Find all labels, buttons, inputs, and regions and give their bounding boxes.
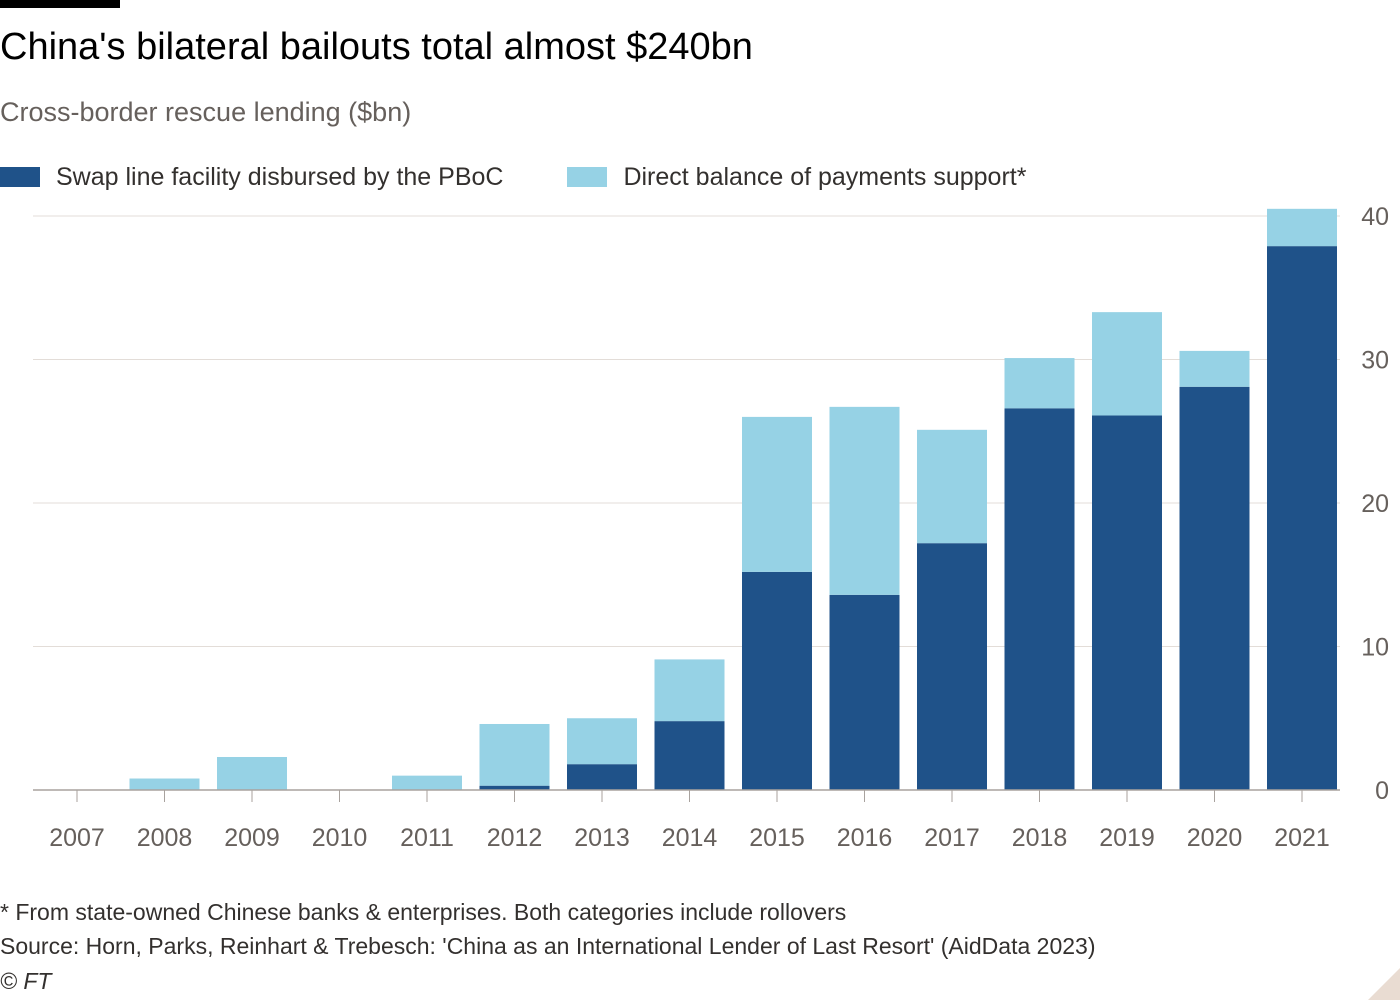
bar-direct-2018 — [1004, 358, 1075, 409]
legend-item-swap: Swap line facility disbursed by the PBoC — [0, 163, 503, 192]
source-note: Source: Horn, Parks, Reinhart & Trebesch… — [0, 933, 1096, 959]
chart-title: China's bilateral bailouts total almost … — [0, 26, 753, 68]
x-tick-label-2010: 2010 — [312, 824, 368, 852]
legend-label-direct: Direct balance of payments support* — [623, 162, 1027, 191]
bar-swap-2020 — [1179, 386, 1250, 790]
bar-swap-2013 — [567, 764, 637, 790]
y-tick-label-10: 10 — [1361, 634, 1389, 662]
x-tick-label-2012: 2012 — [487, 824, 543, 852]
y-tick-label-40: 40 — [1361, 203, 1389, 231]
legend-item-direct: Direct balance of payments support* — [567, 163, 1026, 192]
legend-label-swap: Swap line facility disbursed by the PBoC — [56, 162, 504, 191]
top-rule — [0, 0, 120, 8]
stacked-bar-chart: 0 10 20 30 40 2007 2008 2009 2010 2011 2012 2013 201… — [33, 203, 1389, 852]
ft-credit: © FT — [0, 968, 52, 994]
x-tick-label-2021: 2021 — [1274, 824, 1330, 852]
x-tick-label-2015: 2015 — [749, 824, 805, 852]
bar-direct-2013 — [567, 718, 637, 765]
bar-swap-2016 — [829, 594, 900, 790]
bar-swap-2019 — [1092, 415, 1162, 790]
x-tick-label-2020: 2020 — [1187, 824, 1243, 852]
corner-fold-mark — [1368, 968, 1400, 1000]
x-tick-label-2011: 2011 — [400, 824, 454, 852]
x-tick-label-2008: 2008 — [137, 824, 193, 852]
legend-swatch-direct — [567, 167, 608, 187]
y-tick-label-0: 0 — [1375, 777, 1389, 805]
bar-swap-2014 — [654, 721, 725, 790]
bar-direct-2011 — [392, 775, 462, 790]
x-tick-label-2018: 2018 — [1012, 824, 1068, 852]
bar-direct-2014 — [654, 659, 725, 722]
bar-swap-2015 — [742, 571, 812, 790]
y-tick-label-30: 30 — [1361, 347, 1389, 375]
bar-swap-2012 — [479, 785, 550, 790]
legend-swatch-swap — [0, 167, 40, 187]
legend: Swap line facility disbursed by the PBoC… — [0, 160, 1026, 194]
bar-direct-2021 — [1267, 208, 1337, 247]
x-tick-label-2014: 2014 — [662, 824, 718, 852]
footnote: * From state-owned Chinese banks & enter… — [0, 899, 847, 925]
chart-subtitle: Cross-border rescue lending ($bn) — [0, 97, 412, 127]
x-tick-label-2019: 2019 — [1099, 824, 1155, 852]
bar-direct-2008 — [129, 778, 200, 790]
bar-direct-2019 — [1092, 312, 1162, 416]
bar-direct-2020 — [1179, 350, 1250, 387]
bar-direct-2015 — [742, 416, 812, 572]
bar-swap-2021 — [1267, 246, 1337, 790]
x-tick-label-2007: 2007 — [49, 824, 105, 852]
bar-direct-2017 — [917, 429, 987, 544]
x-tick-label-2013: 2013 — [574, 824, 630, 852]
x-tick-label-2017: 2017 — [924, 824, 980, 852]
bar-direct-2009 — [217, 756, 287, 790]
x-tick-label-2009: 2009 — [224, 824, 280, 852]
y-tick-label-20: 20 — [1361, 490, 1389, 518]
bar-swap-2018 — [1004, 408, 1075, 790]
x-tick-label-2016: 2016 — [837, 824, 893, 852]
bar-direct-2016 — [829, 406, 900, 595]
bar-swap-2017 — [917, 543, 987, 790]
bar-direct-2012 — [479, 723, 550, 786]
